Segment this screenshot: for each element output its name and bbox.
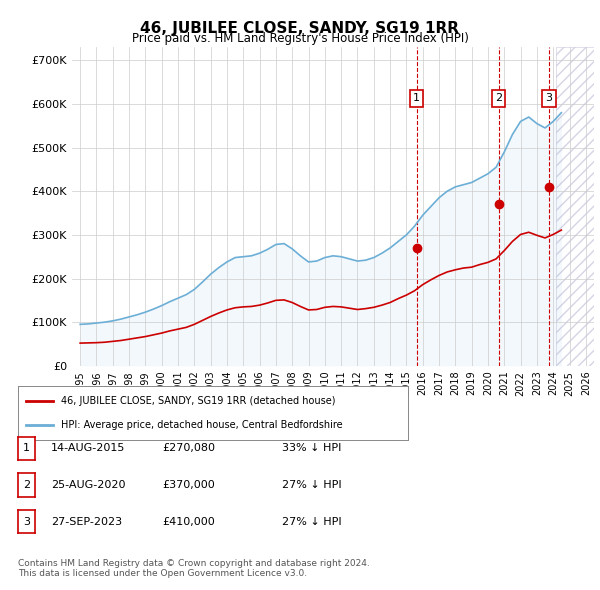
Text: 1: 1: [23, 444, 30, 453]
Text: Price paid vs. HM Land Registry's House Price Index (HPI): Price paid vs. HM Land Registry's House …: [131, 32, 469, 45]
Text: 3: 3: [23, 517, 30, 526]
Text: 3: 3: [545, 93, 553, 103]
Text: 46, JUBILEE CLOSE, SANDY, SG19 1RR: 46, JUBILEE CLOSE, SANDY, SG19 1RR: [140, 21, 460, 35]
Text: HPI: Average price, detached house, Central Bedfordshire: HPI: Average price, detached house, Cent…: [61, 419, 343, 430]
Text: 14-AUG-2015: 14-AUG-2015: [51, 444, 125, 453]
Text: 2: 2: [495, 93, 502, 103]
Text: 27% ↓ HPI: 27% ↓ HPI: [282, 517, 341, 526]
Text: 25-AUG-2020: 25-AUG-2020: [51, 480, 125, 490]
Text: Contains HM Land Registry data © Crown copyright and database right 2024.
This d: Contains HM Land Registry data © Crown c…: [18, 559, 370, 578]
Text: 46, JUBILEE CLOSE, SANDY, SG19 1RR (detached house): 46, JUBILEE CLOSE, SANDY, SG19 1RR (deta…: [61, 396, 335, 407]
Text: 33% ↓ HPI: 33% ↓ HPI: [282, 444, 341, 453]
Text: 2: 2: [23, 480, 30, 490]
Text: £270,080: £270,080: [162, 444, 215, 453]
Text: 1: 1: [413, 93, 420, 103]
Text: £410,000: £410,000: [162, 517, 215, 526]
Text: 27% ↓ HPI: 27% ↓ HPI: [282, 480, 341, 490]
Text: £370,000: £370,000: [162, 480, 215, 490]
Text: 27-SEP-2023: 27-SEP-2023: [51, 517, 122, 526]
